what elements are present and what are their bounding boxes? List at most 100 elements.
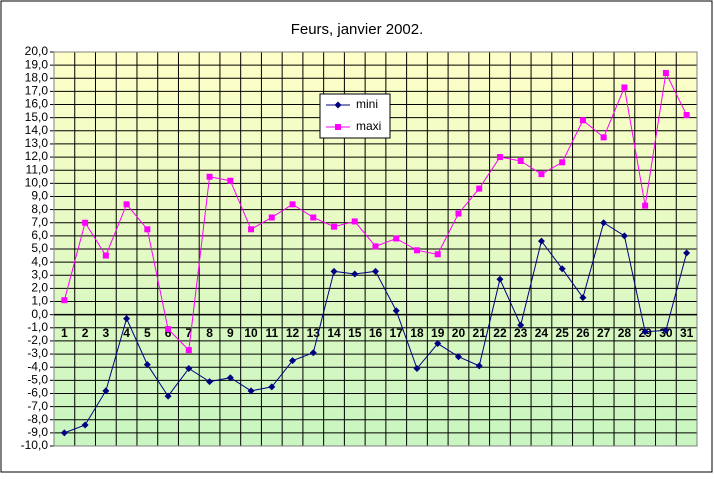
y-tick-label: 10,0	[25, 176, 49, 190]
point	[393, 235, 400, 242]
x-tick-label: 2	[82, 326, 89, 340]
point	[496, 154, 503, 161]
x-tick-label: 16	[369, 326, 383, 340]
y-tick-label: -7,0	[27, 399, 48, 413]
point	[517, 158, 524, 165]
x-tick-label: 12	[286, 326, 300, 340]
point	[310, 214, 317, 221]
point	[600, 219, 608, 227]
point	[538, 171, 545, 178]
point	[206, 173, 213, 180]
point	[330, 267, 338, 275]
y-tick-label: 14,0	[25, 123, 49, 137]
y-tick-label: 17,0	[25, 84, 49, 98]
point	[102, 252, 109, 259]
point	[683, 112, 690, 119]
x-tick-label: 13	[307, 326, 321, 340]
point	[351, 270, 359, 278]
y-tick-label: -1,0	[27, 320, 48, 334]
point	[537, 237, 545, 245]
x-tick-label: 8	[206, 326, 213, 340]
point	[558, 265, 566, 273]
point	[559, 159, 566, 166]
y-tick-label: 12,0	[25, 149, 49, 163]
point	[82, 219, 89, 226]
y-tick-label: 4,0	[31, 254, 48, 268]
x-tick-label: 25	[555, 326, 569, 340]
point	[123, 315, 131, 323]
y-tick-label: 1,0	[31, 294, 48, 308]
point	[227, 177, 234, 184]
x-tick-label: 27	[597, 326, 611, 340]
y-tick-label: -10,0	[21, 438, 49, 452]
x-tick-label: 14	[327, 326, 341, 340]
point	[144, 226, 151, 233]
y-tick-label: -9,0	[27, 425, 48, 439]
y-tick-label: 6,0	[31, 228, 48, 242]
point	[517, 321, 525, 329]
y-tick-label: 2,0	[31, 281, 48, 295]
point	[351, 218, 358, 225]
y-tick-label: -2,0	[27, 333, 48, 347]
point	[102, 387, 110, 395]
x-tick-label: 5	[144, 326, 151, 340]
y-tick-label: 8,0	[31, 202, 48, 216]
y-tick-label: 13,0	[25, 136, 49, 150]
x-tick-label: 21	[473, 326, 487, 340]
x-tick-label: 18	[410, 326, 424, 340]
point	[454, 353, 462, 361]
x-tick-label: 15	[348, 326, 362, 340]
x-tick-label: 9	[227, 326, 234, 340]
y-tick-label: -5,0	[27, 373, 48, 387]
point	[164, 392, 172, 400]
y-tick-label: 5,0	[31, 241, 48, 255]
point	[496, 275, 504, 283]
point	[60, 429, 68, 437]
x-tick-label: 17	[390, 326, 404, 340]
chart-title: Feurs, janvier 2002.	[291, 21, 424, 38]
plot-border	[53, 51, 698, 447]
point	[247, 387, 255, 395]
point	[289, 201, 296, 208]
y-tick-label: 20,0	[25, 44, 49, 58]
y-tick-label: 3,0	[31, 267, 48, 281]
x-tick-label: 6	[165, 326, 172, 340]
y-tick-label: -6,0	[27, 386, 48, 400]
x-tick-label: 4	[123, 326, 130, 340]
point	[476, 185, 483, 192]
y-tick-label: 0,0	[31, 307, 48, 321]
x-tick-label: 26	[576, 326, 590, 340]
x-tick-label: 22	[493, 326, 507, 340]
x-tick-label: 28	[618, 326, 632, 340]
point	[662, 326, 670, 334]
point	[248, 226, 255, 233]
point	[662, 70, 669, 77]
point	[185, 365, 193, 373]
x-tick-label: 19	[431, 326, 445, 340]
point	[621, 84, 628, 91]
point	[413, 365, 421, 373]
point	[392, 307, 400, 315]
point	[268, 214, 275, 221]
x-tick-label: 23	[514, 326, 528, 340]
point	[61, 297, 68, 304]
point	[165, 326, 172, 333]
x-tick-label: 31	[680, 326, 694, 340]
point	[413, 247, 420, 254]
point	[81, 421, 89, 429]
legend-label: mini	[356, 97, 378, 111]
legend-marker	[335, 124, 341, 130]
x-tick-label: 20	[452, 326, 466, 340]
y-tick-label: 16,0	[25, 97, 49, 111]
point	[579, 117, 586, 124]
legend	[319, 93, 391, 139]
y-tick-label: -4,0	[27, 359, 48, 373]
point	[642, 202, 649, 209]
x-tick-label: 24	[535, 326, 549, 340]
point	[455, 210, 462, 217]
y-tick-label: 15,0	[25, 110, 49, 124]
point	[185, 347, 192, 354]
y-tick-label: -8,0	[27, 412, 48, 426]
point	[268, 383, 276, 391]
